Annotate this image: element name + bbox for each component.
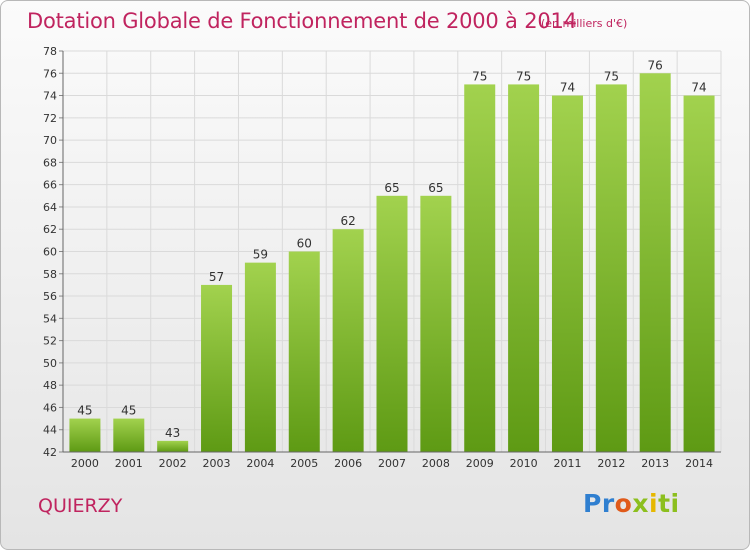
x-tick-label: 2009 — [466, 457, 494, 470]
bar-2000 — [69, 418, 101, 452]
bar-2007 — [376, 195, 408, 453]
bar-2008 — [420, 195, 452, 453]
y-tick-label: 46 — [43, 401, 57, 414]
data-label: 57 — [209, 270, 224, 284]
data-label: 75 — [604, 69, 619, 83]
x-tick-label: 2011 — [553, 457, 581, 470]
bar-2014 — [683, 95, 715, 453]
proxiti-logo: Proxiti — [583, 489, 680, 518]
bar-2013 — [639, 73, 671, 453]
x-tick-label: 2010 — [510, 457, 538, 470]
x-tick-label: 2000 — [71, 457, 99, 470]
y-tick-label: 72 — [43, 112, 57, 125]
chart-subtitle: (en milliers d'€) — [541, 17, 628, 30]
y-tick-label: 74 — [43, 90, 57, 103]
data-label: 43 — [165, 426, 180, 440]
x-tick-label: 2012 — [597, 457, 625, 470]
y-tick-label: 56 — [43, 290, 57, 303]
bar-2004 — [244, 262, 276, 452]
x-tick-label: 2008 — [422, 457, 450, 470]
x-tick-label: 2005 — [290, 457, 318, 470]
x-tick-label: 2014 — [685, 457, 713, 470]
data-label: 62 — [340, 214, 355, 228]
y-tick-label: 44 — [43, 424, 57, 437]
data-label: 60 — [297, 237, 312, 251]
y-tick-label: 68 — [43, 156, 57, 169]
data-label: 65 — [384, 181, 399, 195]
y-tick-label: 58 — [43, 268, 57, 281]
data-label: 45 — [121, 404, 136, 418]
bar-2012 — [595, 84, 627, 453]
y-tick-label: 76 — [43, 67, 57, 80]
x-tick-label: 2001 — [115, 457, 143, 470]
x-tick-label: 2004 — [246, 457, 274, 470]
x-tick-label: 2006 — [334, 457, 362, 470]
y-tick-label: 50 — [43, 357, 57, 370]
bar-2005 — [288, 251, 320, 452]
chart-title: Dotation Globale de Fonctionnement de 20… — [27, 9, 577, 33]
y-tick-label: 66 — [43, 179, 57, 192]
data-label: 75 — [472, 69, 487, 83]
x-tick-label: 2003 — [203, 457, 231, 470]
data-label: 74 — [560, 81, 575, 95]
data-label: 74 — [691, 81, 706, 95]
y-tick-label: 54 — [43, 312, 57, 325]
bar-2009 — [464, 84, 496, 453]
y-tick-label: 78 — [43, 45, 57, 58]
bar-2002 — [157, 440, 189, 452]
x-tick-label: 2002 — [159, 457, 187, 470]
data-label: 65 — [428, 181, 443, 195]
y-tick-label: 60 — [43, 246, 57, 259]
data-label: 75 — [516, 69, 531, 83]
bar-2010 — [508, 84, 540, 453]
y-tick-label: 42 — [43, 446, 57, 459]
y-tick-label: 64 — [43, 201, 57, 214]
bar-2011 — [551, 95, 583, 453]
y-tick-label: 70 — [43, 134, 57, 147]
y-tick-label: 62 — [43, 223, 57, 236]
y-tick-label: 52 — [43, 335, 57, 348]
bar-2006 — [332, 229, 364, 452]
bar-2001 — [113, 418, 145, 452]
bar-2003 — [201, 284, 233, 452]
data-label: 45 — [77, 404, 92, 418]
x-tick-label: 2007 — [378, 457, 406, 470]
commune-name: QUIERZY — [38, 495, 123, 517]
data-label: 59 — [253, 248, 268, 262]
y-tick-label: 48 — [43, 379, 57, 392]
x-tick-label: 2013 — [641, 457, 669, 470]
data-label: 76 — [648, 58, 663, 72]
